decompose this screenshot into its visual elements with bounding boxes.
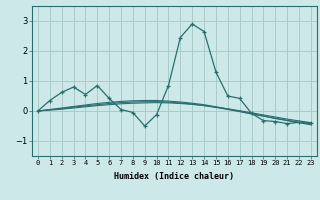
X-axis label: Humidex (Indice chaleur): Humidex (Indice chaleur) [115,172,234,181]
